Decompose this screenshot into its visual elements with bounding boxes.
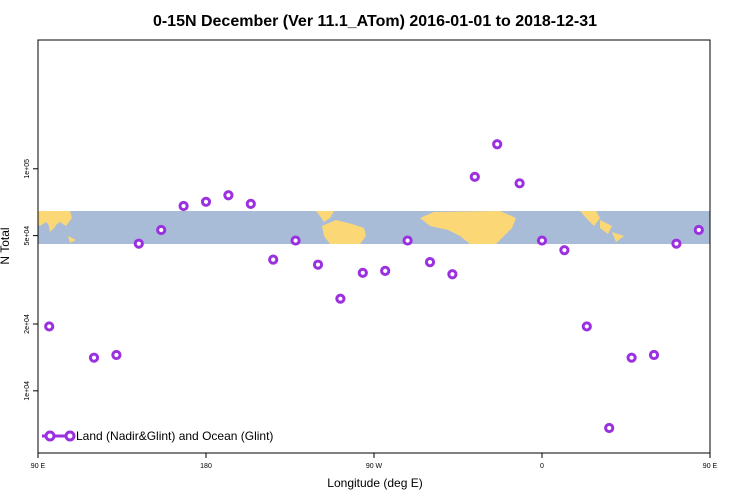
data-point xyxy=(223,190,234,201)
data-point xyxy=(357,267,368,278)
data-point xyxy=(44,321,55,332)
legend-marker-icon xyxy=(44,430,56,442)
data-point xyxy=(447,269,458,280)
x-axis-label: Longitude (deg E) xyxy=(327,476,422,490)
x-tick-label: 90 E xyxy=(703,463,718,470)
land-sumatra xyxy=(600,220,612,234)
x-tick-label: 180 xyxy=(200,463,212,470)
legend-marker-icon xyxy=(64,430,76,442)
world-map-band xyxy=(38,211,710,244)
data-point xyxy=(469,171,480,182)
data-point xyxy=(424,256,436,268)
data-point xyxy=(671,238,682,249)
x-tick-label: 0 xyxy=(540,463,544,470)
land-asia xyxy=(38,211,72,228)
data-point xyxy=(156,224,167,236)
data-point xyxy=(536,235,548,246)
data-point xyxy=(335,293,346,304)
land-south-asia xyxy=(580,211,600,226)
data-point xyxy=(648,349,660,361)
data-point xyxy=(133,238,144,249)
y-axis-label: N Total xyxy=(0,227,12,264)
land-island xyxy=(48,222,56,232)
y-tick-label: 1e+04 xyxy=(24,381,31,401)
data-point xyxy=(200,196,212,207)
land-central-america xyxy=(316,211,334,222)
x-axis: 90 E 180 90 W 0 90 E xyxy=(31,453,718,470)
data-point xyxy=(178,200,189,212)
data-point xyxy=(402,235,413,246)
data-point xyxy=(514,178,525,189)
x-tick-label: 90 W xyxy=(366,463,383,470)
data-point xyxy=(312,259,324,270)
land-africa xyxy=(420,211,516,244)
data-point xyxy=(581,321,592,332)
land-borneo xyxy=(612,232,624,242)
x-tick-label: 90 E xyxy=(31,463,46,470)
y-axis: 1e+04 2e+04 5e+04 1e+05 xyxy=(24,159,38,401)
y-tick-label: 1e+05 xyxy=(24,159,31,179)
data-point xyxy=(88,352,100,363)
chart-title: 0-15N December (Ver 11.1_ATom) 2016-01-0… xyxy=(153,13,597,30)
data-point xyxy=(626,352,637,363)
data-point xyxy=(492,139,503,150)
land-south-america xyxy=(322,220,366,244)
y-tick-label: 5e+04 xyxy=(24,226,31,246)
y-tick-label: 2e+04 xyxy=(24,314,31,334)
data-point xyxy=(268,254,279,265)
data-point xyxy=(380,265,391,276)
data-points xyxy=(44,139,704,434)
data-point xyxy=(111,349,122,361)
data-point xyxy=(559,245,570,256)
data-point xyxy=(604,422,615,434)
legend: Land (Nadir&Glint) and Ocean (Glint) xyxy=(42,429,273,443)
data-point xyxy=(693,224,704,236)
data-point xyxy=(290,235,301,246)
land-new-guinea xyxy=(68,236,76,243)
data-point xyxy=(245,198,256,209)
legend-label: Land (Nadir&Glint) and Ocean (Glint) xyxy=(76,429,273,443)
